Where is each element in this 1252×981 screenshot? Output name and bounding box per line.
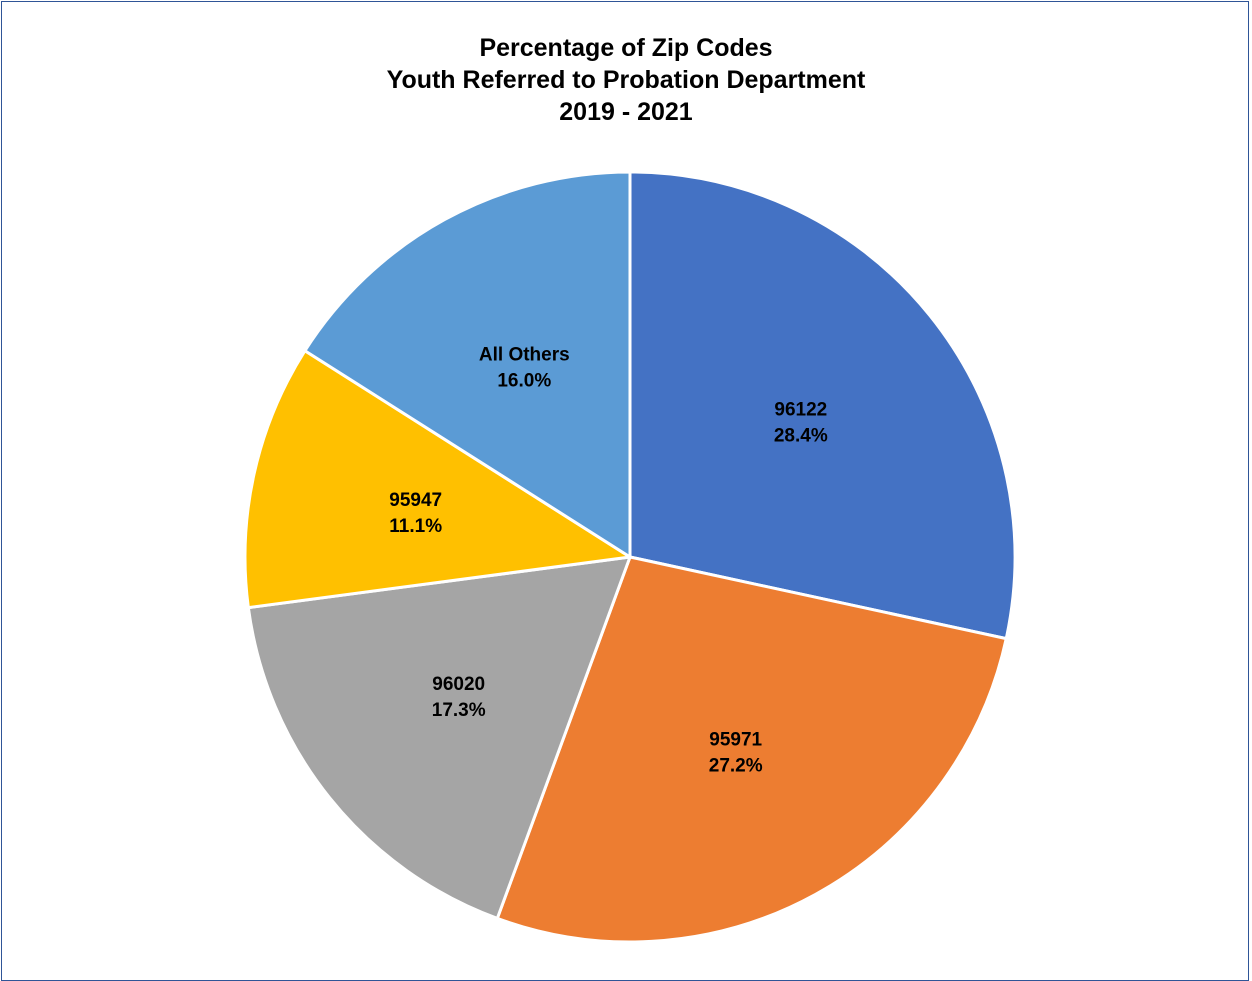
chart-title-line-2: Youth Referred to Probation Department — [386, 66, 866, 94]
data-label-category: All Others — [479, 345, 570, 366]
pie-slice-95947 — [243, 349, 632, 610]
data-label-value: 17.3% — [432, 700, 486, 721]
data-label-all-others: All Others 16.0% — [479, 345, 570, 392]
pie-slice-96122 — [628, 170, 1017, 641]
data-label-category: 95971 — [709, 729, 762, 750]
data-label-value: 28.4% — [774, 425, 828, 446]
chart-title-line-1: Percentage of Zip Codes — [479, 34, 773, 62]
data-label-value: 27.2% — [709, 755, 763, 776]
data-label-category: 95947 — [389, 490, 442, 511]
data-label-category: 96020 — [432, 674, 485, 695]
data-label-95971: 95971 27.2% — [709, 729, 763, 776]
pie-labels: 96122 28.4% 95971 27.2% 96020 17.3% 95947 11.1%… — [389, 345, 828, 777]
pie-slice-96020 — [246, 555, 632, 920]
pie-slice-all-others — [303, 170, 632, 559]
data-label-category: 96122 — [774, 399, 827, 420]
data-label-95947: 95947 11.1% — [389, 490, 442, 537]
chart-title-line-3: 2019 - 2021 — [559, 98, 693, 126]
data-label-value: 11.1% — [389, 516, 442, 537]
data-label-value: 16.0% — [497, 371, 551, 392]
pie-slice-95971 — [495, 555, 1008, 944]
chart-title: Percentage of Zip Codes Youth Referred t… — [0, 32, 1252, 128]
data-label-96020: 96020 17.3% — [432, 674, 486, 721]
pie-slices — [243, 170, 1017, 944]
data-label-96122: 96122 28.4% — [774, 399, 828, 446]
